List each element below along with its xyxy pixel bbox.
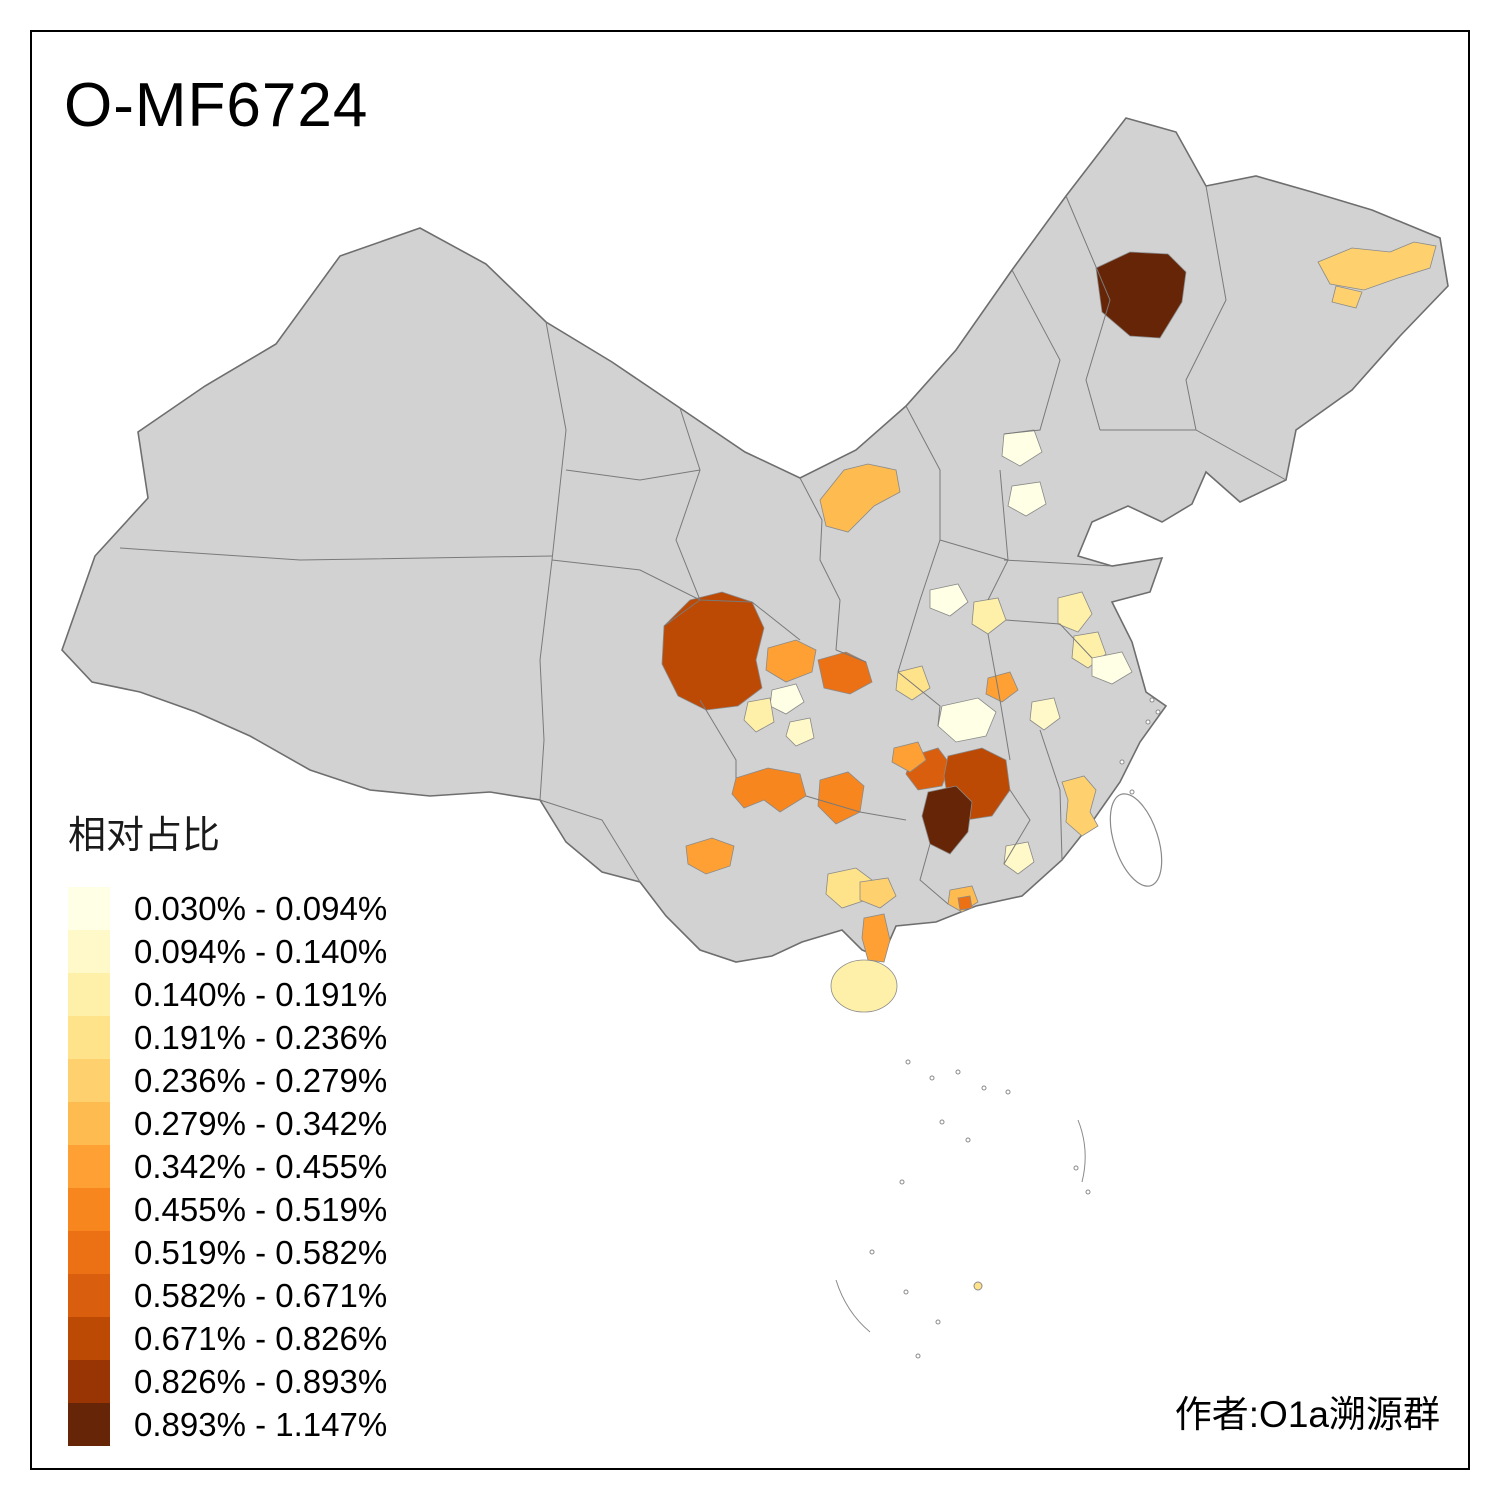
legend-label: 0.826% - 0.893% [134, 1362, 388, 1400]
legend-swatch [68, 887, 110, 930]
map-region [861, 913, 891, 963]
legend-label: 0.279% - 0.342% [134, 1104, 388, 1142]
legend-swatch [68, 1274, 110, 1317]
map-region [1001, 429, 1043, 467]
legend-swatch [68, 930, 110, 973]
legend-swatch [68, 1016, 110, 1059]
map-region [1061, 775, 1099, 837]
map-region [661, 591, 765, 711]
legend-item: 0.455% - 0.519% [68, 1188, 387, 1231]
map-region [859, 877, 897, 909]
map-region [785, 717, 815, 747]
legend-label: 0.140% - 0.191% [134, 975, 388, 1013]
legend-swatch [68, 973, 110, 1016]
legend-item: 0.342% - 0.455% [68, 1145, 387, 1188]
page-title: O-MF6724 [64, 71, 369, 140]
legend-swatch [68, 1102, 110, 1145]
legend-label: 0.191% - 0.236% [134, 1018, 388, 1056]
province-borders [119, 185, 1287, 905]
legend-swatch [68, 1188, 110, 1231]
legend: 相对占比 0.030% - 0.094% 0.094% - 0.140% 0.140… [68, 804, 387, 1446]
legend-item: 0.191% - 0.236% [68, 1016, 387, 1059]
legend-item: 0.582% - 0.671% [68, 1274, 387, 1317]
map-region [957, 895, 973, 911]
map-region [1091, 651, 1133, 685]
taiwan-island [1109, 793, 1163, 887]
choropleth-regions [661, 241, 1437, 1013]
legend-item: 0.519% - 0.582% [68, 1231, 387, 1274]
legend-swatch [68, 1145, 110, 1188]
map-region [891, 741, 927, 773]
legend-label: 0.342% - 0.455% [134, 1147, 388, 1185]
legend-label: 0.455% - 0.519% [134, 1190, 388, 1228]
legend-swatch [68, 1403, 110, 1446]
map-region [685, 837, 735, 875]
map-region [1003, 841, 1035, 875]
legend-item: 0.279% - 0.342% [68, 1102, 387, 1145]
south-china-sea-islands [835, 697, 1161, 1359]
map-region [743, 697, 775, 733]
map-region [973, 1281, 983, 1291]
map-region [1057, 591, 1093, 633]
map-region [819, 463, 901, 533]
legend-item: 0.236% - 0.279% [68, 1059, 387, 1102]
legend-items: 0.030% - 0.094% 0.094% - 0.140% 0.140% - 0… [68, 887, 387, 1446]
map-region [1317, 241, 1437, 291]
legend-label: 0.030% - 0.094% [134, 889, 388, 927]
legend-item: 0.140% - 0.191% [68, 973, 387, 1016]
legend-label: 0.094% - 0.140% [134, 932, 388, 970]
map-region [985, 671, 1019, 703]
map-region [971, 597, 1007, 635]
legend-item: 0.094% - 0.140% [68, 930, 387, 973]
map-region [765, 639, 817, 683]
legend-item: 0.893% - 1.147% [68, 1403, 387, 1446]
map-region [1331, 285, 1363, 309]
legend-swatch [68, 1317, 110, 1360]
legend-label: 0.236% - 0.279% [134, 1061, 388, 1099]
map-region [817, 651, 873, 695]
legend-label: 0.671% - 0.826% [134, 1319, 388, 1357]
legend-swatch [68, 1360, 110, 1403]
map-region [1095, 251, 1187, 339]
legend-item: 0.671% - 0.826% [68, 1317, 387, 1360]
legend-item: 0.826% - 0.893% [68, 1360, 387, 1403]
legend-label: 0.893% - 1.147% [134, 1405, 388, 1443]
map-region [1007, 481, 1047, 517]
legend-item: 0.030% - 0.094% [68, 887, 387, 930]
map-region [921, 785, 973, 855]
map-region [1029, 697, 1061, 731]
legend-label: 0.519% - 0.582% [134, 1233, 388, 1271]
map-region [929, 583, 969, 617]
map-region-hainan [830, 959, 898, 1013]
legend-swatch [68, 1231, 110, 1274]
attribution: 作者:O1a溯源群 [1174, 1394, 1440, 1435]
legend-label: 0.582% - 0.671% [134, 1276, 388, 1314]
legend-title: 相对占比 [68, 815, 221, 857]
map-region [731, 767, 807, 813]
legend-swatch [68, 1059, 110, 1102]
